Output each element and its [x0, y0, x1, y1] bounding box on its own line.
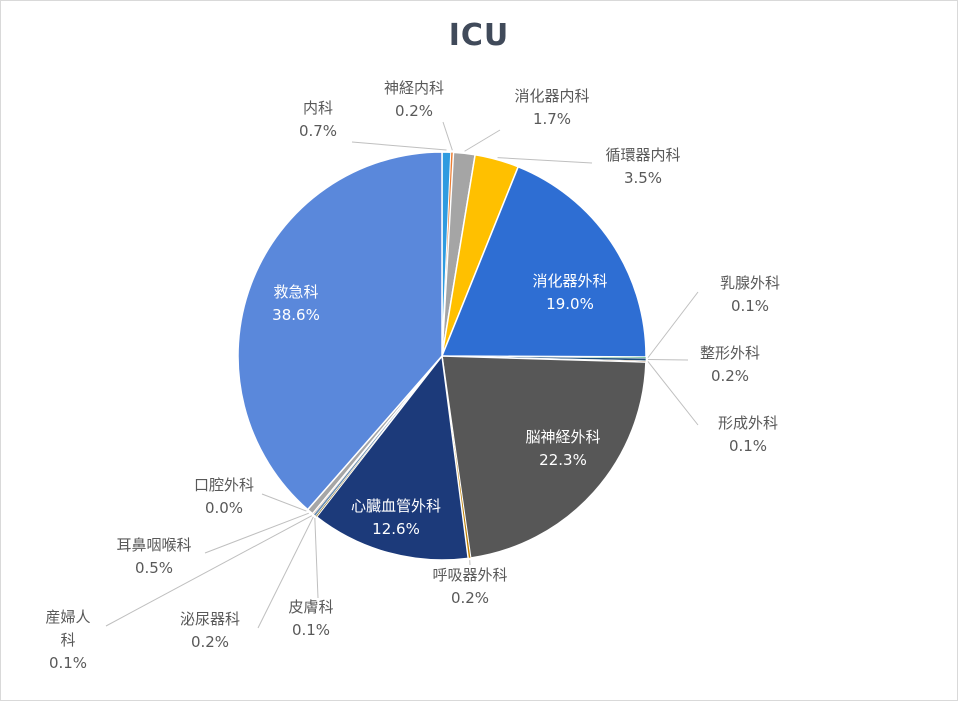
data-label-9: 呼吸器外科 0.2% — [432, 566, 507, 607]
leader-line-2 — [464, 129, 501, 152]
leader-line-7 — [647, 361, 699, 426]
leader-line-12 — [257, 516, 314, 629]
data-label-3: 循環器内科 3.5% — [605, 146, 680, 187]
leader-line-5 — [647, 291, 699, 358]
pie-slices — [237, 151, 647, 561]
pie-slice-16 — [237, 151, 443, 511]
data-label-4: 消化器外科 19.0% — [532, 272, 607, 313]
data-label-13: 産婦人科 0.1% — [45, 608, 90, 672]
data-label-5: 乳腺外科 0.1% — [720, 274, 780, 315]
data-labels: 内科 0.7% 神経内科 0.2% 消化器内科 1.7% 循環器内科 3.5% 消化器外科 19.… — [45, 79, 780, 672]
data-label-8: 脳神経外科 22.3% — [525, 428, 600, 469]
data-label-7: 形成外科 0.1% — [718, 414, 778, 455]
data-label-11: 皮膚科 0.1% — [288, 598, 333, 639]
data-label-15: 口腔外科 0.0% — [194, 476, 254, 517]
leader-line-14 — [204, 512, 309, 554]
leader-line-3 — [497, 157, 593, 164]
data-label-6: 整形外科 0.2% — [700, 344, 760, 385]
leader-line-15 — [261, 493, 307, 512]
data-label-2: 消化器内科 1.7% — [514, 87, 589, 128]
leader-line-0 — [351, 141, 447, 151]
leader-line-1 — [442, 121, 453, 151]
data-label-0: 内科 0.7% — [299, 99, 337, 140]
data-label-14: 耳鼻咽喉科 0.5% — [116, 536, 191, 577]
data-label-16: 救急科 38.6% — [272, 283, 320, 324]
pie-slice-10 — [315, 354, 470, 561]
chart-title: ICU — [448, 18, 510, 53]
data-label-10: 心臓血管外科 12.6% — [351, 497, 441, 538]
pie-slice-4 — [440, 165, 647, 358]
pie-slice-8 — [441, 355, 647, 559]
leader-line-13 — [105, 515, 313, 627]
leader-lines — [105, 121, 699, 629]
leader-line-11 — [314, 518, 319, 599]
data-label-1: 神経内科 0.2% — [384, 79, 444, 120]
data-label-12: 泌尿器科 0.2% — [180, 610, 240, 651]
